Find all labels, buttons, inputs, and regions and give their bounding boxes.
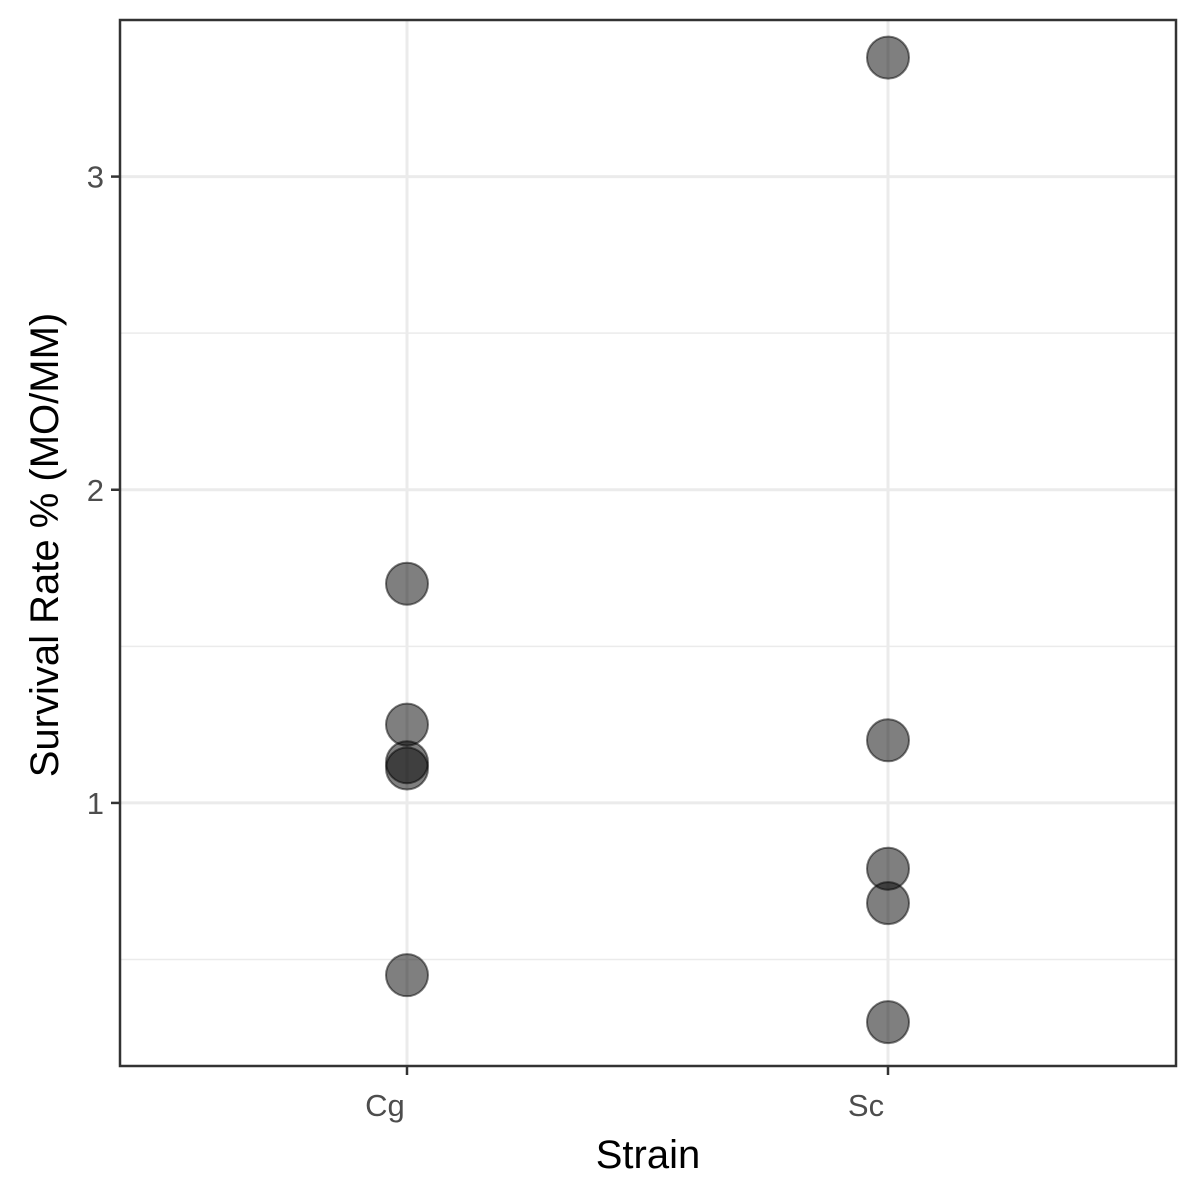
data-point	[866, 718, 910, 763]
grid-lines	[120, 20, 1176, 1066]
x-tick-label: Sc	[848, 1088, 884, 1123]
y-axis-title: Survival Rate % (MO/MM)	[23, 313, 67, 778]
data-point	[866, 881, 910, 926]
y-tick-label: 3	[87, 160, 104, 195]
x-axis-title: Strain	[596, 1133, 701, 1177]
y-axis: 1 2 3	[87, 160, 120, 821]
panel-border	[118, 18, 1178, 1068]
data-point	[385, 702, 429, 747]
x-axis: Cg Sc	[365, 1066, 890, 1123]
data-point	[385, 953, 429, 998]
data-point	[385, 746, 429, 791]
x-tick-label: Cg	[365, 1088, 405, 1123]
data-point	[866, 1000, 910, 1045]
y-tick-label: 1	[87, 786, 104, 821]
y-tick-label: 2	[87, 473, 104, 508]
data-point	[385, 561, 429, 606]
data-points	[385, 35, 910, 1045]
data-point	[866, 35, 910, 80]
